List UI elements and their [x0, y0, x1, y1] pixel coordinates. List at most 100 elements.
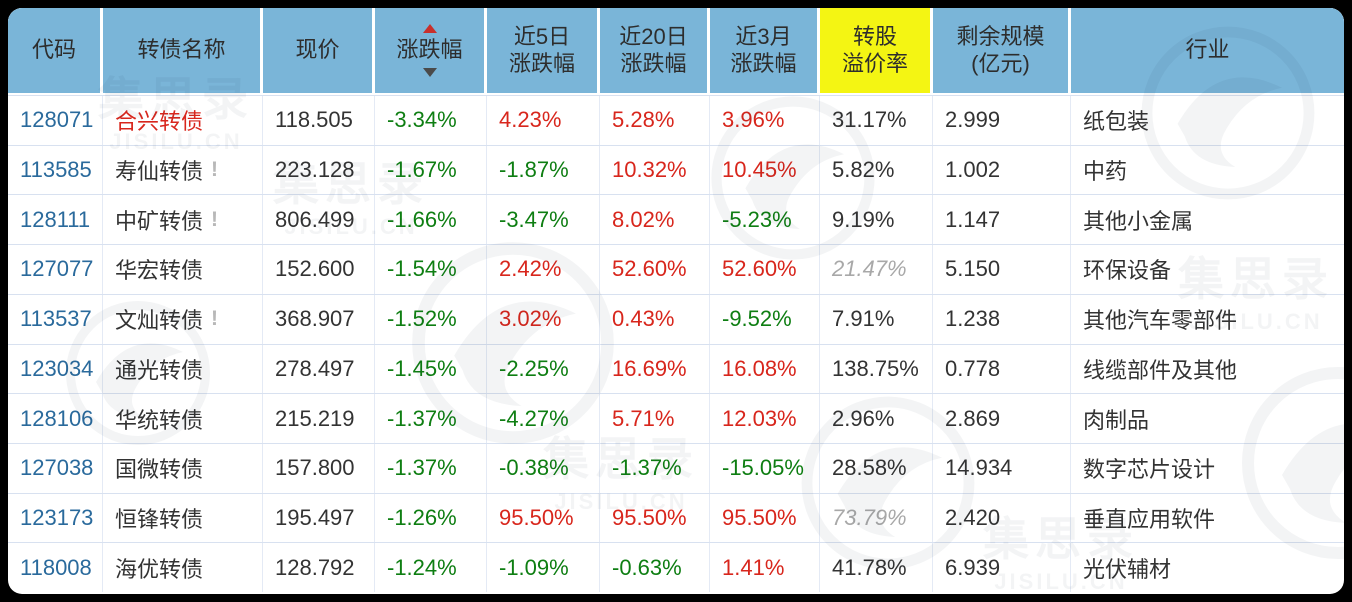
cell-change-5d: -1.87%	[487, 145, 600, 195]
column-header-price[interactable]: 现价	[263, 8, 375, 93]
cell-change-20d-value: -1.37%	[612, 455, 682, 481]
cell-change-20d-value: 8.02%	[612, 206, 675, 232]
cell-name: 寿仙转债!	[103, 145, 263, 195]
bond-code-link[interactable]: 113537	[20, 306, 92, 332]
bond-name: 文灿转债	[115, 308, 204, 334]
column-header-label: 现价	[295, 37, 340, 63]
remaining-size-value: 6.939	[945, 554, 1001, 580]
cell-change-20d-value: 0.43%	[612, 306, 675, 332]
bond-code-link[interactable]: 123173	[20, 504, 94, 530]
bond-code-link[interactable]: 128106	[20, 405, 94, 431]
cell-name: 通光转债	[103, 344, 263, 394]
warning-icon[interactable]: !	[211, 158, 219, 182]
bond-code-link[interactable]: 128111	[20, 206, 91, 232]
cell-change-5d: -0.38%	[487, 443, 600, 493]
industry-value: 环保设备	[1083, 258, 1172, 284]
cell-change-3m-value: -15.05%	[722, 455, 804, 481]
cell-change-20d: 5.71%	[600, 394, 710, 443]
sort-ascending-icon[interactable]	[422, 24, 437, 34]
cell-change-20d: 0.43%	[600, 294, 710, 344]
industry-value: 其他汽车零部件	[1083, 308, 1238, 334]
column-header-chg20[interactable]: 近20日 涨跌幅	[600, 8, 710, 93]
cell-change-20d-value: 16.69%	[612, 355, 687, 381]
cell-change-5d-value: -4.27%	[499, 405, 569, 431]
cell-change-5d: -1.09%	[487, 543, 600, 593]
bond-code-link[interactable]: 118008	[20, 554, 92, 580]
premium-value: 31.17%	[832, 107, 907, 133]
column-header-premium[interactable]: 转股 溢价率	[820, 8, 933, 93]
cell-change: -1.37%	[375, 443, 487, 493]
column-header-chg5[interactable]: 近5日 涨跌幅	[487, 8, 600, 93]
bond-row: 123034 通光转债 278.497 -1.45% -2.25% 16.69% 16.08…	[8, 344, 1344, 395]
cell-change: -1.37%	[375, 394, 487, 443]
industry-value: 纸包装	[1083, 109, 1150, 135]
cell-change-20d-value: 52.60%	[612, 256, 687, 282]
cell-change-value: -1.37%	[387, 455, 457, 481]
column-header-industry[interactable]: 行业	[1071, 8, 1344, 93]
cell-price: 152.600	[263, 245, 375, 294]
cell-code: 127038	[8, 443, 103, 493]
cell-remaining-size: 2.869	[933, 394, 1071, 443]
bond-row: 128071 合兴转债 118.505 -3.34% 4.23% 5.28% 3.96% 31…	[8, 96, 1344, 146]
warning-icon[interactable]: !	[211, 307, 219, 331]
cell-name: 中矿转债!	[103, 195, 263, 245]
cell-change-value: -1.54%	[387, 256, 457, 282]
sort-descending-icon[interactable]	[422, 67, 437, 77]
cell-change-20d-value: 95.50%	[612, 504, 687, 530]
cell-premium: 31.17%	[820, 96, 933, 145]
column-header-label: 近3月	[735, 23, 792, 49]
cell-name: 合兴转债	[103, 96, 263, 145]
warning-icon[interactable]: !	[211, 207, 219, 231]
cell-change-5d: -2.25%	[487, 344, 600, 394]
cell-change-3m-value: 10.45%	[722, 157, 797, 183]
table-header-row: 代码 转债名称 现价 涨跌幅 近5日 涨跌幅 近20日 涨跌幅 近3月 涨跌幅 转股 溢价率 剩余规模(…	[8, 8, 1344, 95]
price-value: 278.497	[275, 355, 355, 381]
column-header-label: 转股	[852, 23, 897, 49]
column-header-code[interactable]: 代码	[8, 8, 103, 93]
price-value: 368.907	[275, 306, 355, 332]
remaining-size-value: 1.002	[945, 157, 1001, 183]
bond-code-link[interactable]: 127038	[20, 455, 94, 481]
cell-change-value: -1.52%	[387, 306, 457, 332]
cell-change-3m-value: 16.08%	[722, 355, 797, 381]
premium-value: 5.82%	[832, 157, 895, 183]
industry-value: 光伏辅材	[1083, 556, 1172, 582]
price-value: 157.800	[275, 455, 355, 481]
cell-change-5d: 2.42%	[487, 245, 600, 294]
cell-change-5d-value: 95.50%	[499, 504, 574, 530]
cell-industry: 中药	[1071, 146, 1344, 195]
cell-code: 128106	[8, 394, 103, 443]
column-header-label: 涨跌幅	[620, 50, 687, 76]
bond-code-link[interactable]: 123034	[20, 355, 94, 381]
cell-remaining-size: 14.934	[933, 443, 1071, 493]
column-header-size[interactable]: 剩余规模 (亿元)	[933, 8, 1071, 93]
column-header-label: 近5日	[513, 23, 571, 49]
cell-premium: 2.96%	[820, 394, 933, 443]
cell-industry: 肉制品	[1071, 394, 1344, 443]
cell-change-3m: -9.52%	[710, 294, 820, 344]
cell-change-3m: 52.60%	[710, 245, 820, 294]
bond-name: 恒锋转债	[115, 506, 204, 532]
bond-code-link[interactable]: 113585	[20, 157, 92, 183]
column-header-name[interactable]: 转债名称	[103, 8, 263, 93]
cell-name: 海优转债	[103, 543, 263, 593]
premium-value: 73.79%	[832, 504, 907, 530]
bond-name: 海优转债	[115, 556, 204, 582]
column-header-label: 涨跌幅	[730, 50, 797, 76]
remaining-size-value: 0.778	[945, 355, 1001, 381]
price-value: 215.219	[275, 405, 355, 431]
cell-industry: 光伏辅材	[1071, 543, 1344, 592]
cell-change: -1.26%	[375, 493, 487, 543]
column-header-chg3m[interactable]: 近3月 涨跌幅	[710, 8, 820, 93]
bond-row: 127077 华宏转债 152.600 -1.54% 2.42% 52.60% 52.60%…	[8, 245, 1344, 295]
cell-code: 118008	[8, 543, 103, 593]
cell-change: -3.34%	[375, 96, 487, 145]
cell-change-3m-value: 1.41%	[722, 554, 785, 580]
bond-code-link[interactable]: 128071	[20, 107, 94, 133]
cell-change-3m: 10.45%	[710, 145, 820, 195]
bond-code-link[interactable]: 127077	[20, 256, 94, 282]
column-header-chg[interactable]: 涨跌幅	[375, 8, 487, 93]
bond-row: 123173 恒锋转债 195.497 -1.26% 95.50% 95.50% 95.50…	[8, 493, 1344, 544]
cell-industry: 数字芯片设计	[1071, 444, 1344, 493]
cell-change-20d: 10.32%	[600, 145, 710, 195]
